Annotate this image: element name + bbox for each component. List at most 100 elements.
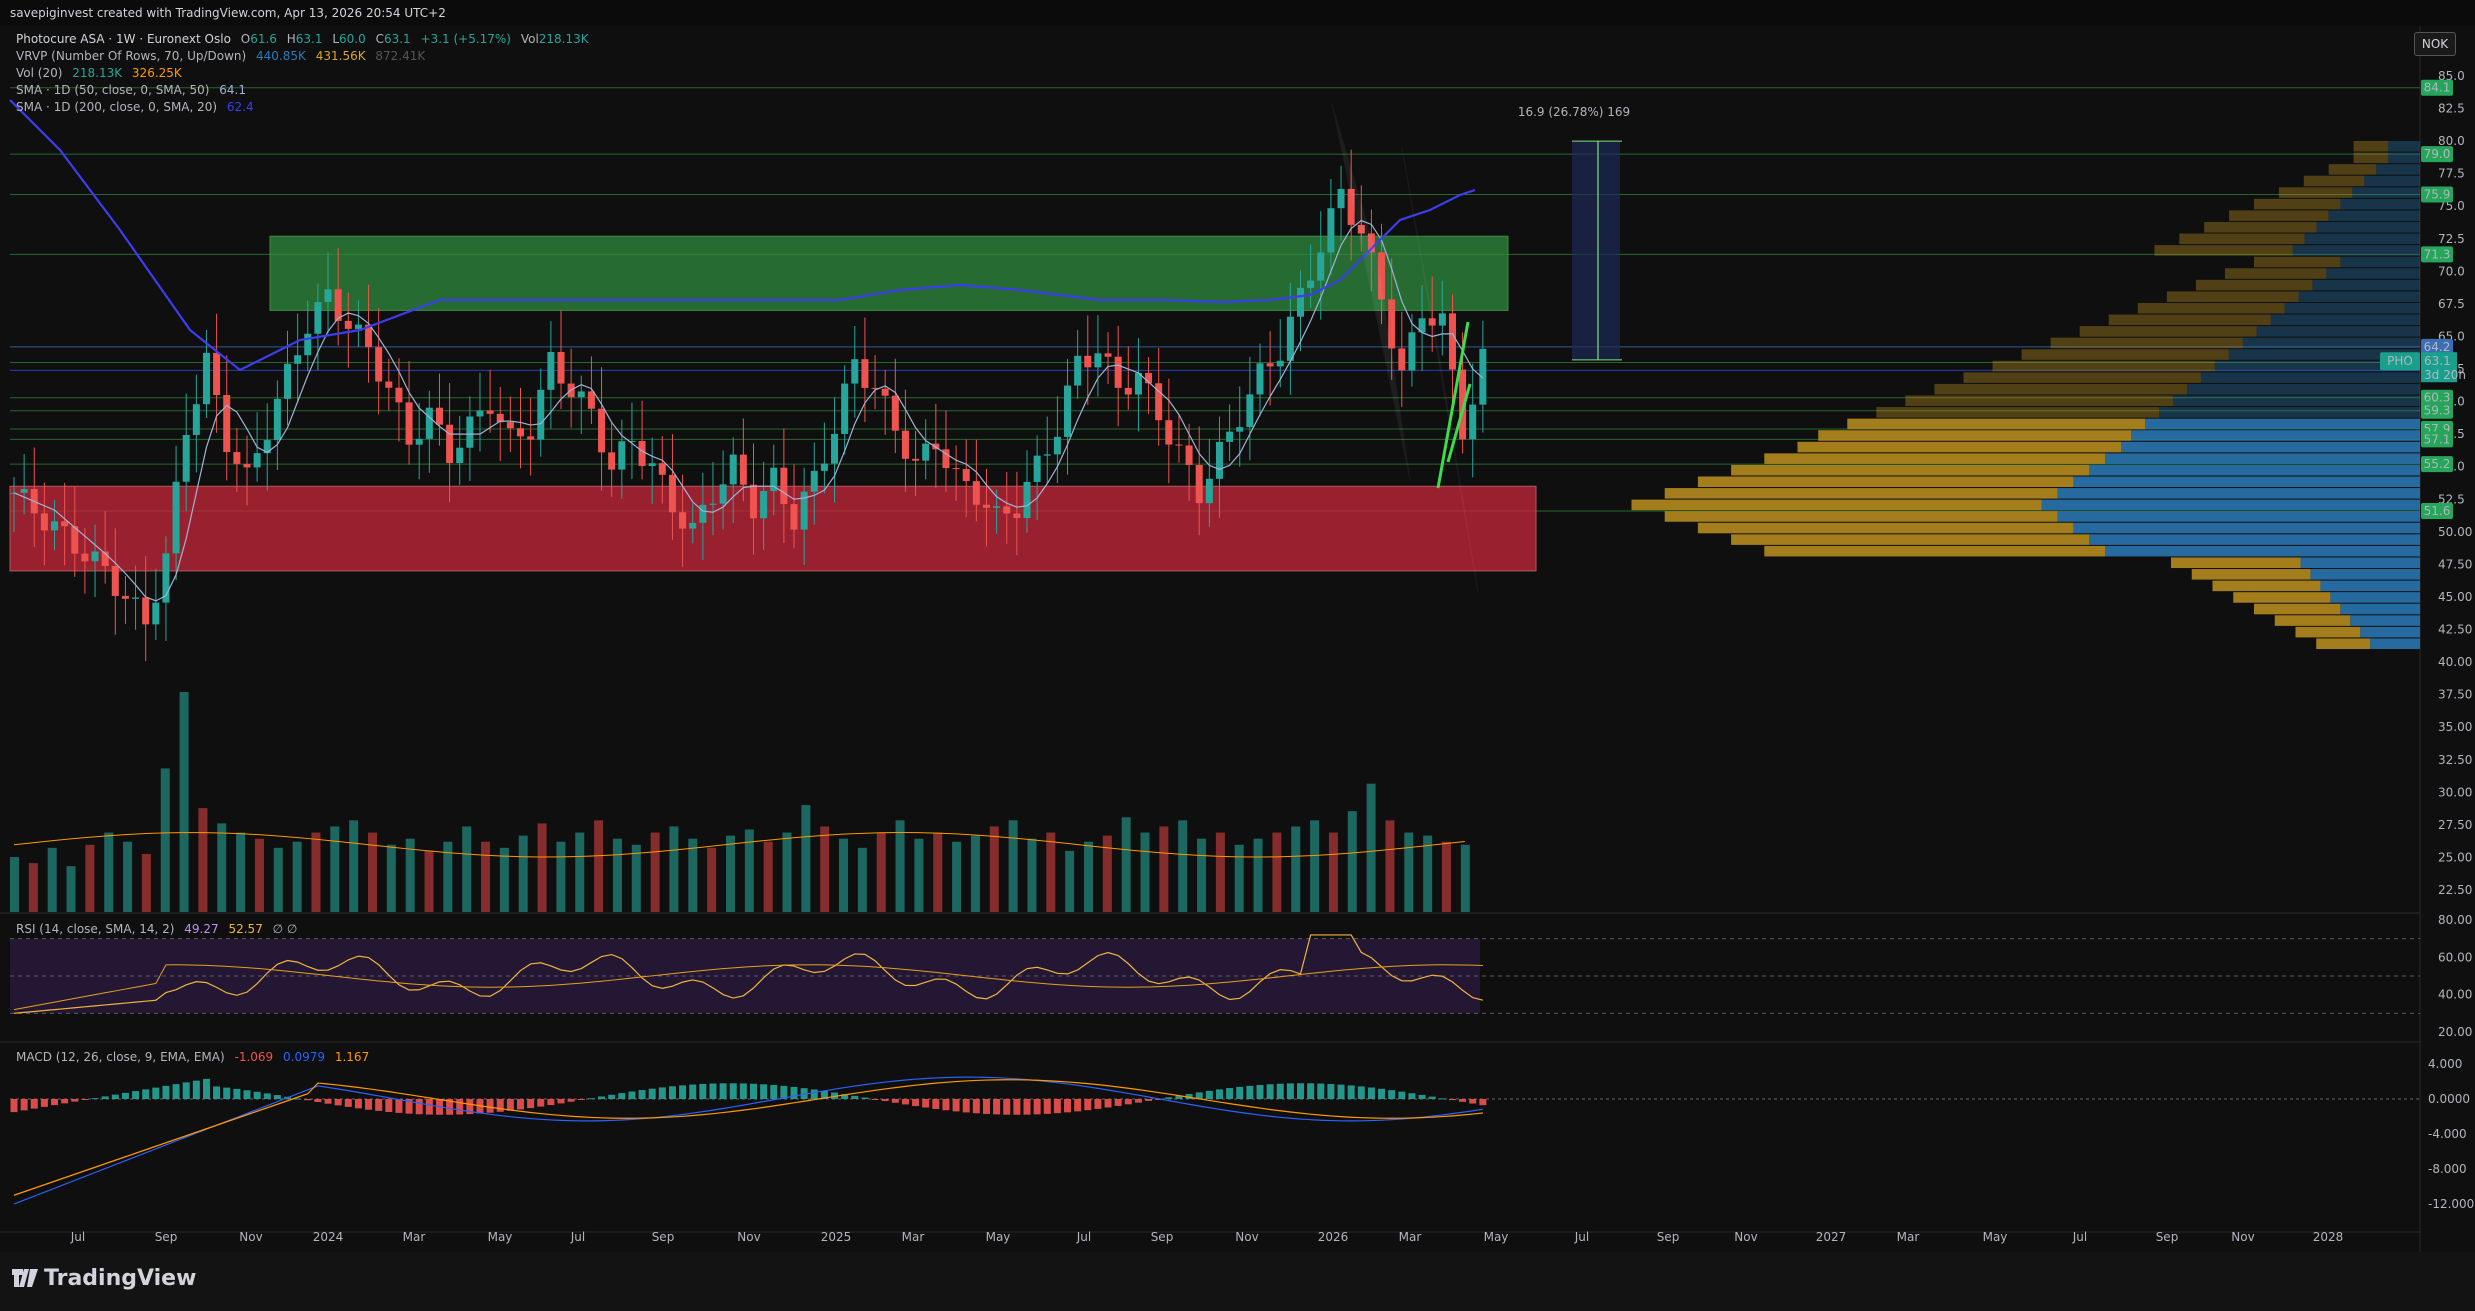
vol20-legend[interactable]: Vol (20) 218.13K 326.25K (16, 66, 188, 80)
volume-bar (481, 841, 491, 912)
macd-legend[interactable]: MACD (12, 26, close, 9, EMA, EMA) -1.069… (16, 1050, 375, 1064)
macd-histogram-bar (51, 1099, 59, 1106)
candle-body (233, 452, 241, 464)
tradingview-logo[interactable]: TradingView (12, 1266, 196, 1291)
volume-bar (895, 820, 905, 912)
vol20-value: 218.13K (72, 66, 123, 80)
candle-body (111, 565, 119, 596)
macd-histogram-bar (365, 1099, 373, 1110)
volume-bar (217, 823, 227, 912)
volume-profile-down-row (1876, 407, 2160, 418)
price-tag (2421, 186, 2453, 203)
candle-body (1418, 318, 1426, 333)
candle-body (537, 389, 545, 440)
price-tag-label: 64.2 (2424, 340, 2451, 354)
candle-body (587, 391, 595, 409)
macd-histogram-bar (527, 1099, 535, 1109)
time-axis-label: Mar (1897, 1230, 1920, 1244)
volume-profile-up-row (2310, 569, 2420, 580)
ohlc-open: 61.6 (250, 32, 277, 46)
symbol-name: Photocure ASA · 1W · Euronext Oslo (16, 32, 231, 46)
macd-histogram-bar (598, 1096, 606, 1099)
macd-histogram-bar (243, 1090, 251, 1099)
time-axis-label: 2025 (821, 1230, 852, 1244)
macd-axis-label: 4.000 (2428, 1057, 2462, 1071)
sma200-legend[interactable]: SMA · 1D (200, close, 0, SMA, 20) 62.4 (16, 100, 260, 114)
symbol-legend[interactable]: Photocure ASA · 1W · Euronext Oslo O61.6… (16, 32, 595, 46)
price-axis-label: 32.50 (2438, 753, 2472, 767)
volume-bar (782, 832, 792, 912)
macd-histogram-bar (1013, 1099, 1021, 1115)
volume-profile-down-row (1992, 360, 2215, 372)
macd-histogram-bar (547, 1099, 555, 1106)
ohlc-low-label: L (332, 32, 340, 46)
volume-bar (1460, 844, 1470, 912)
candle-body (1286, 316, 1294, 361)
macd-histogram-bar (405, 1099, 413, 1114)
macd-histogram-bar (486, 1099, 494, 1113)
vrvp-legend[interactable]: VRVP (Number Of Rows, 70, Up/Down) 440.8… (16, 49, 431, 63)
macd-histogram-bar (334, 1099, 342, 1106)
vrvp-total-volume: 872.41K (375, 49, 426, 63)
macd-histogram-bar (628, 1091, 636, 1099)
candle-body (1195, 464, 1203, 504)
candle-body (942, 449, 950, 469)
candle-body (1053, 436, 1061, 455)
candle-body (679, 512, 687, 529)
vol20-label: Vol (20) (16, 66, 63, 80)
time-axis-label: Jul (570, 1230, 585, 1244)
macd-histogram-bar (1297, 1083, 1305, 1099)
demand-zone (9, 485, 1537, 572)
last-price-label: 63.1 (2424, 354, 2451, 368)
macd-histogram-bar (1145, 1099, 1153, 1101)
volume-profile-down-row (2254, 603, 2341, 615)
volume-bar (1385, 820, 1395, 912)
macd-histogram-bar (1155, 1099, 1163, 1100)
macd-axis-label: 0.0000 (2428, 1092, 2470, 1106)
volume-bar (104, 832, 114, 912)
macd-histogram-bar (1367, 1087, 1375, 1099)
countdown-label: 3d 20h (2424, 368, 2466, 382)
sma50-legend[interactable]: SMA · 1D (50, close, 0, SMA, 50) 64.1 (16, 83, 252, 97)
candle-body (1438, 313, 1446, 326)
candle-body (344, 320, 352, 329)
macd-histogram-bar (456, 1099, 464, 1115)
macd-histogram-bar (537, 1099, 545, 1107)
price-tag (2421, 246, 2453, 263)
candle-body (294, 355, 302, 364)
candle-body (962, 469, 970, 482)
macd-histogram-bar (1134, 1099, 1142, 1103)
macd-histogram-bar (952, 1099, 960, 1112)
macd-histogram-bar (1185, 1094, 1193, 1099)
macd-histogram-bar (273, 1095, 281, 1099)
macd-histogram-bar (182, 1082, 190, 1099)
rsi-flags: ∅ ∅ (272, 922, 298, 936)
volume-profile-up-row (2388, 141, 2420, 152)
rsi-legend[interactable]: RSI (14, close, SMA, 14, 2) 49.27 52.57 … (16, 922, 303, 936)
price-axis-label: 80.0 (2438, 134, 2465, 148)
volume-bar (989, 826, 999, 912)
macd-histogram-bar (223, 1087, 231, 1099)
currency-button[interactable]: NOK (2414, 32, 2456, 56)
macd-histogram-bar (1459, 1099, 1467, 1102)
price-axis-label: 27.50 (2438, 818, 2472, 832)
candle-body (557, 351, 565, 384)
volume-profile-down-row (2179, 233, 2305, 245)
macd-histogram-bar (132, 1091, 140, 1099)
volume-profile-down-row (1797, 441, 2122, 453)
volume-profile-up-row (2089, 534, 2420, 545)
macd-histogram-bar (770, 1085, 778, 1099)
candle-body (1236, 427, 1244, 432)
candle-body (1094, 353, 1102, 368)
candle-body (1104, 353, 1112, 357)
macd-axis-label: -8.000 (2428, 1162, 2467, 1176)
candle-body (354, 324, 362, 329)
volume-profile-down-row (2254, 256, 2341, 268)
volume-profile-down-row (2154, 245, 2293, 256)
macd-histogram-bar (1276, 1083, 1284, 1099)
volume-profile-up-row (2330, 592, 2420, 603)
candle-body (253, 453, 261, 468)
volume-profile-down-row (2171, 557, 2301, 569)
time-axis-label: Nov (1235, 1230, 1258, 1244)
